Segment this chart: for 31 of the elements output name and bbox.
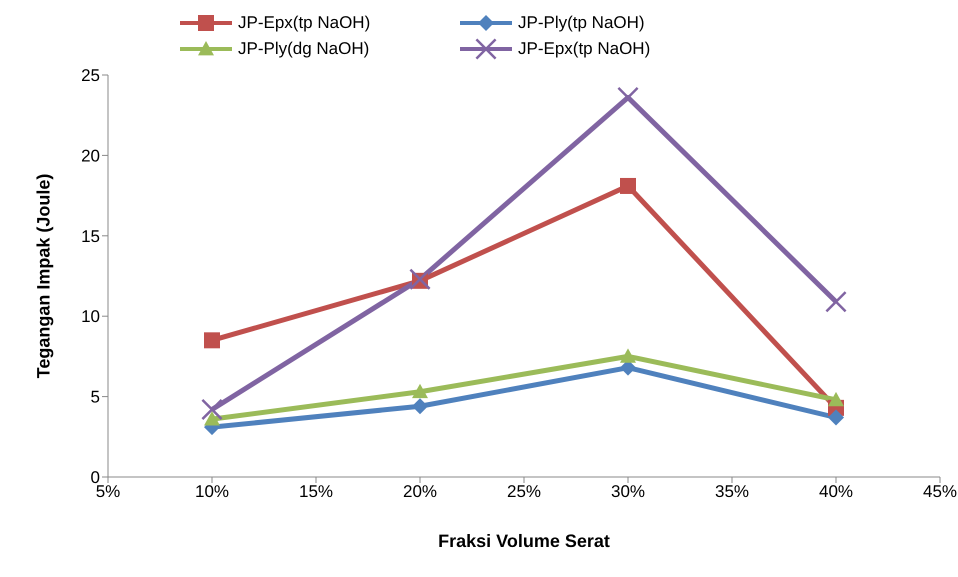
y-tick-label: 20 [81,146,100,166]
x-axis-title: Fraksi Volume Serat [438,531,610,551]
point [620,348,636,363]
legend-label: JP-Epx(tp NaOH) [238,13,370,33]
point [620,178,636,194]
x-tick-label: 25% [506,482,542,502]
y-tick-label: 10 [81,307,100,326]
x-tick-label: 40% [818,482,854,502]
legend-label: JP-Ply(dg NaOH) [238,39,370,59]
x-tick-label: 5% [96,482,120,502]
x-tick-label: 35% [714,482,750,502]
y-tick-label: 5 [90,388,100,407]
legend-label: JP-Epx(tp NaOH) [518,39,650,59]
point [828,392,844,406]
x-tick-label: 10% [194,482,230,502]
y-axis-title: Tegangan Impak (Joule) [33,174,54,378]
x-tick-label: 30% [610,482,646,502]
point [204,411,220,426]
point [825,290,847,313]
point [412,384,428,398]
point [412,398,428,414]
legend-label: JP-Ply(tp NaOH) [518,13,645,33]
point [204,332,220,348]
x-tick-label: 45% [922,482,958,502]
point [409,268,431,290]
y-tick-label: 15 [81,226,100,246]
point [828,410,844,426]
x-tick-label: 20% [402,482,438,502]
y-tick-label: 25 [81,66,100,86]
point [201,398,223,420]
x-tick-label: 15% [298,482,334,502]
